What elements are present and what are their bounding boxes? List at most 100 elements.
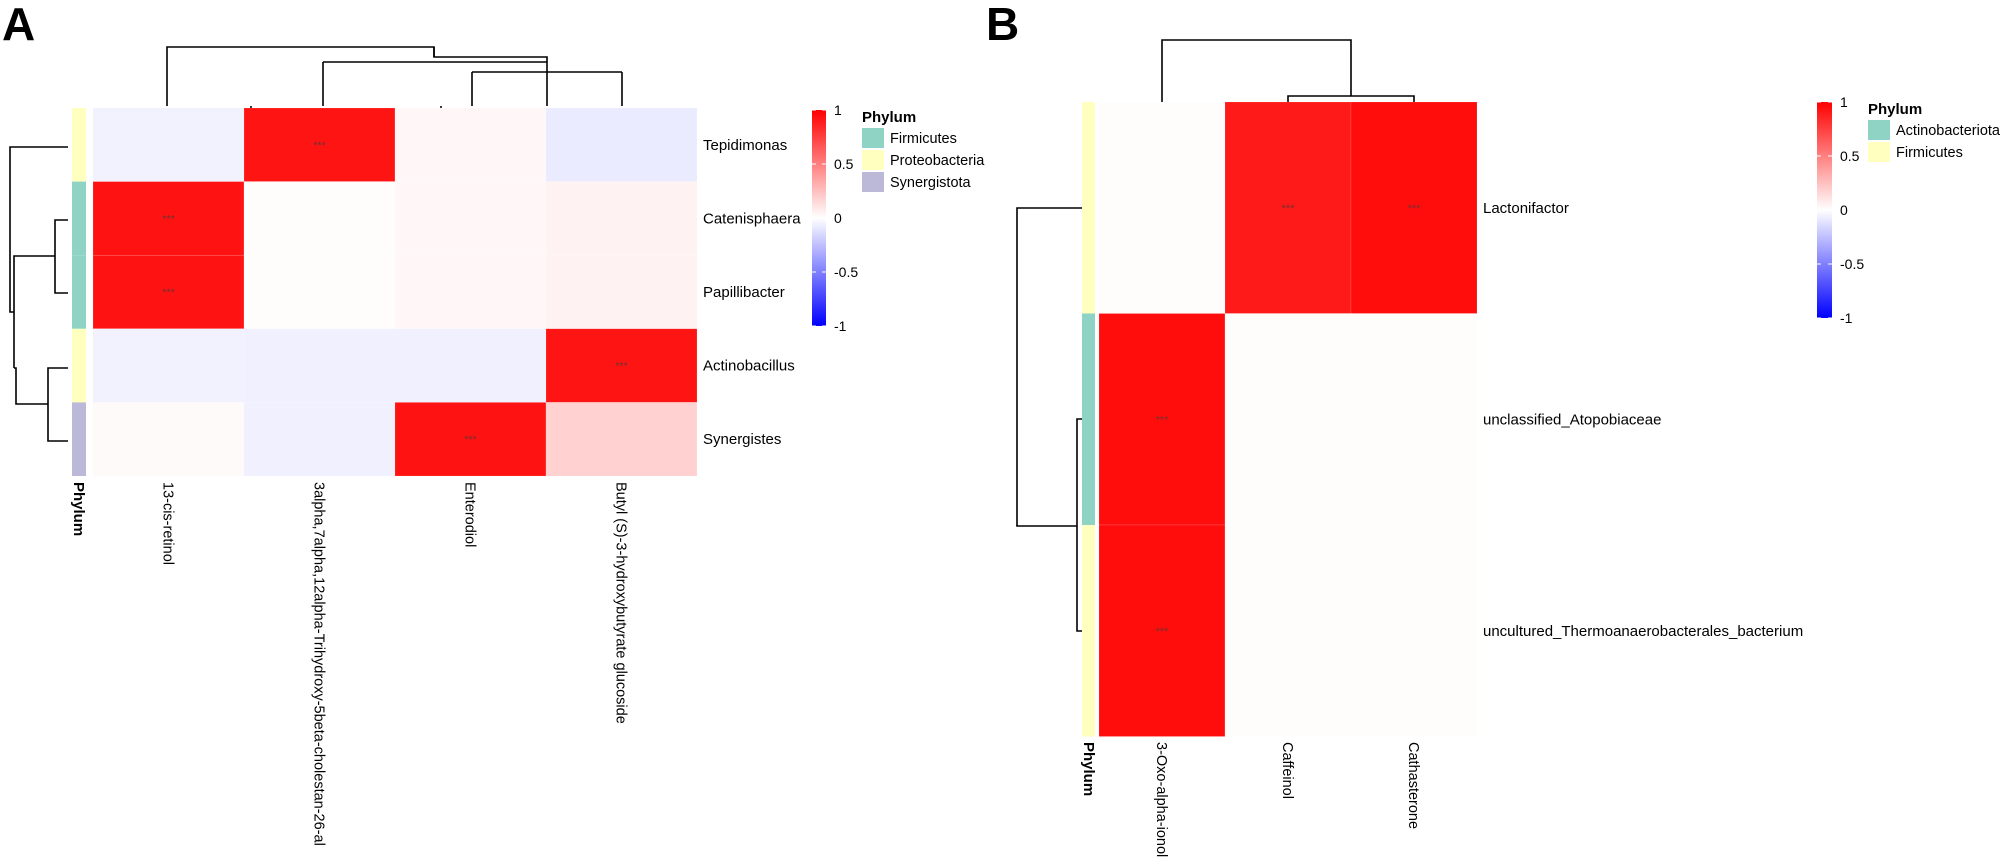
significance-label: *** [162,213,176,225]
column-label: Enterodiol [462,482,478,547]
colorbar-tick-label: 1 [834,102,842,118]
significance-label: *** [1282,203,1296,215]
phylum-strip-cell [1082,313,1095,525]
heatmap-cells-a: *** *** *** *** *** [92,107,698,477]
column-label: Cathasterone [1405,742,1421,829]
heatmap-cell [1098,101,1226,314]
heatmap-cell [243,107,396,182]
phylum-strip-cell [72,402,86,476]
legend-label: Firmicutes [1896,145,1963,161]
colorbar-tick-label: 0 [1840,202,1848,218]
significance-label: *** [464,434,478,446]
colorbar-tick-label: -1 [1840,310,1853,326]
column-label: 3alpha,7alpha,12alpha-Trihydroxy-5beta-c… [311,482,327,846]
heatmap-cell [1350,101,1478,314]
row-label: Lactonifactor [1483,200,1569,217]
row-label: Actinobacillus [703,358,795,375]
significance-label: *** [1156,626,1170,638]
colorbar-tick-label: -0.5 [1840,256,1864,272]
phylum-strip-cell [72,255,86,329]
heatmap-cell [545,254,698,330]
row-label: Papillibacter [703,284,785,301]
colorbar-tick-label: 0.5 [834,156,854,172]
heatmap-cell [1350,524,1478,737]
column-labels-b: 3-Oxo-alpha-ionol Caffeinol Cathasterone [1153,742,1421,857]
phylum-axis-label-a: Phylum [70,482,87,536]
row-labels-b: Lactonifactor unclassified_Atopobiaceaeun… [1483,200,1803,640]
phylum-strip-cell [72,328,86,403]
panel-label-a: A [2,0,35,50]
significance-label: *** [162,287,176,299]
column-label: Caffeinol [1279,742,1295,799]
legend-swatch [1868,120,1890,140]
column-label: 13-cis-retinol [160,482,176,565]
phylum-legend-b: Phylum Actinobacteriota Firmicutes [1868,101,2001,162]
legend-label: Firmicutes [890,131,957,147]
heatmap-cell [243,181,396,256]
significance-label: *** [615,361,629,373]
row-dendrogram-a [9,146,68,442]
heatmap-cells-b: *** *** *** *** [1098,101,1478,737]
heatmap-cell [394,402,547,477]
phylum-strip-cell [72,181,86,256]
colorbar-tick-label: 0 [834,210,842,226]
heatmap-cell [243,402,396,477]
column-label: Butyl (S)-3-hydroxybutyrate glucoside [613,482,629,724]
heatmap-cell [1224,313,1352,526]
colorbar-tick-label: 0.5 [1840,148,1860,164]
column-dendrogram-b [1161,39,1415,102]
significance-label: *** [313,140,327,152]
row-label: Tepidimonas [703,137,787,154]
phylum-strip-b [1082,102,1095,737]
heatmap-cell [1098,524,1226,737]
legend-label: Proteobacteria [890,153,985,169]
column-labels-a: 13-cis-retinol 3alpha,7alpha,12alpha-Trih… [160,482,629,846]
heatmap-cell [243,254,396,330]
legend-title: Phylum [1868,101,1922,118]
column-label: 3-Oxo-alpha-ionol [1153,742,1169,857]
panel-label-b: B [986,0,1019,50]
row-label: unclassified_Atopobiaceae [1483,411,1661,428]
heatmap-cell [1098,313,1226,526]
colorbar-a: 1 0.5 0 -0.5 -1 [812,102,858,334]
heatmap-cell [92,402,245,477]
phylum-legend-a: Phylum Firmicutes Proteobacteria Synergisto… [862,109,985,192]
phylum-strip-cell [72,108,86,182]
legend-title: Phylum [862,109,916,126]
heatmap-cell [243,328,396,403]
phylum-strip-a [72,108,86,476]
heatmap-cell [545,181,698,256]
heatmap-cell [545,107,698,182]
colorbar-b: 1 0.5 0 -0.5 -1 [1817,94,1864,326]
heatmap-cell [394,181,547,256]
panel-a: A *** *** *** *** *** Tepidimonas Catenisphae… [2,0,985,846]
row-label: Catenisphaera [703,210,801,227]
row-label: uncultured_Thermoanaerobacterales_bacter… [1483,623,1803,640]
legend-swatch [862,150,884,170]
row-labels-a: Tepidimonas Catenisphaera Papillibacter Act… [703,137,801,448]
legend-swatch [862,128,884,148]
heatmap-cell [394,328,547,403]
heatmap-cell [1350,313,1478,526]
heatmap-cell [1224,524,1352,737]
phylum-axis-label-b: Phylum [1080,742,1097,796]
colorbar-tick-label: -0.5 [834,264,858,280]
significance-label: *** [1408,203,1422,215]
heatmap-cell [92,328,245,403]
heatmap-cell [92,107,245,182]
heatmap-cell [92,181,245,256]
row-dendrogram-b [1016,207,1085,632]
colorbar-tick-label: -1 [834,318,847,334]
heatmap-cell [92,254,245,330]
row-label: Synergistes [703,431,781,448]
heatmap-cell [394,107,547,182]
panel-b: B *** *** *** *** Lactonifactor unclassified… [986,0,2001,857]
significance-label: *** [1156,414,1170,426]
heatmap-cell [545,328,698,403]
legend-swatch [1868,142,1890,162]
colorbar-tick-label: 1 [1840,94,1848,110]
heatmap-cell [545,402,698,477]
legend-label: Actinobacteriota [1896,123,2001,139]
phylum-strip-cell [1082,525,1095,737]
